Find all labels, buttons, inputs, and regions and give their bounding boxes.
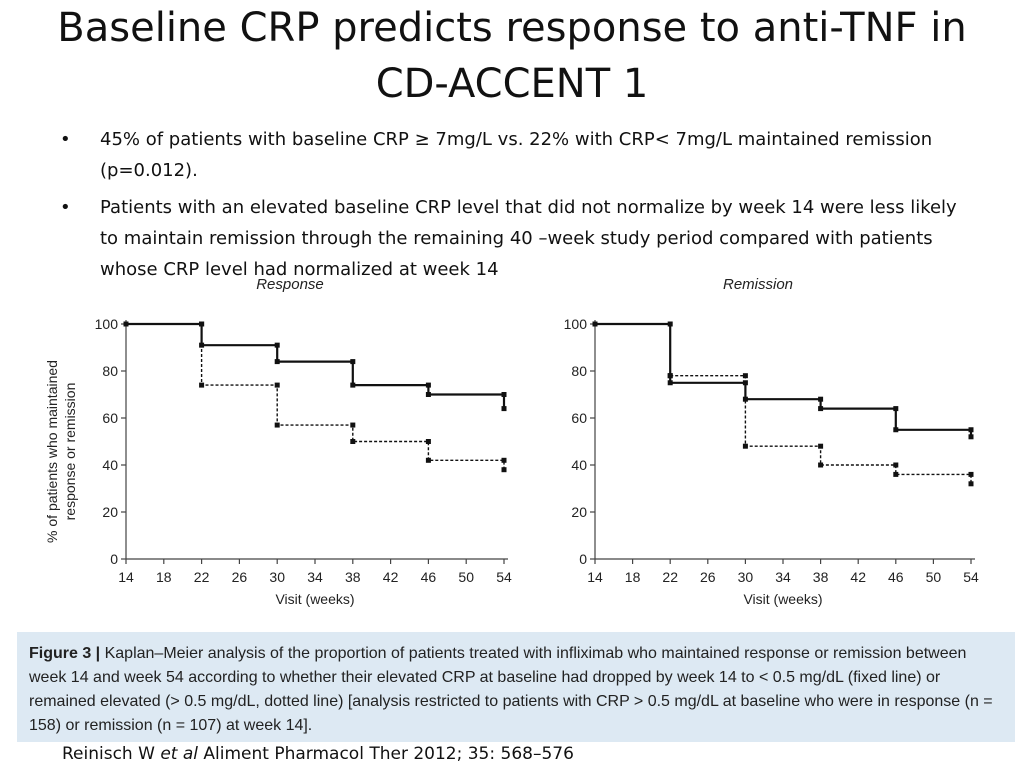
series-point-solid bbox=[968, 427, 974, 433]
y-tick-label: 60 bbox=[571, 410, 587, 426]
citation-author: Reinisch W bbox=[62, 744, 161, 764]
chart-title: Response bbox=[256, 276, 324, 293]
series-point-solid bbox=[968, 434, 974, 440]
x-tick-label: 14 bbox=[118, 569, 134, 585]
bullet-list: • 45% of patients with baseline CRP ≥ 7m… bbox=[60, 124, 960, 291]
y-tick-label: 40 bbox=[102, 457, 118, 473]
series-point-solid bbox=[501, 392, 507, 397]
x-tick-label: 30 bbox=[738, 569, 754, 585]
y-tick-label: 0 bbox=[110, 551, 118, 567]
series-point-dotted bbox=[199, 382, 205, 388]
figure-caption: Figure 3 | Kaplan–Meier analysis of the … bbox=[17, 632, 1015, 742]
series-point-solid bbox=[893, 427, 899, 433]
series-point-dotted bbox=[667, 373, 673, 379]
series-point-dotted bbox=[818, 443, 824, 449]
series-point-dotted bbox=[742, 373, 748, 379]
bullet-marker: • bbox=[60, 129, 71, 150]
citation: Reinisch W et al Aliment Pharmacol Ther … bbox=[62, 742, 574, 766]
x-tick-label: 50 bbox=[926, 569, 942, 585]
series-point-solid bbox=[742, 396, 748, 402]
y-tick-label: 80 bbox=[571, 363, 587, 379]
figure-label: Figure 3 | bbox=[29, 645, 101, 662]
series-point-solid bbox=[425, 392, 431, 397]
citation-journal: Aliment Pharmacol Ther 2012; 35: 568–576 bbox=[198, 744, 574, 764]
x-tick-label: 46 bbox=[421, 569, 437, 585]
y-tick-label: 100 bbox=[95, 316, 119, 332]
series-point-dotted bbox=[968, 471, 974, 477]
series-point-dotted bbox=[742, 443, 748, 449]
series-point-dotted bbox=[501, 457, 507, 463]
x-tick-label: 18 bbox=[625, 569, 641, 585]
series-point-solid bbox=[425, 382, 431, 388]
y-tick-label: 20 bbox=[102, 504, 118, 520]
y-axis-label: response or remission bbox=[62, 383, 78, 521]
x-axis-label: Visit (weeks) bbox=[743, 591, 822, 607]
slide-title: Baseline CRP predicts response to anti-T… bbox=[57, 5, 967, 107]
series-point-dotted bbox=[199, 321, 205, 327]
series-point-dotted bbox=[893, 462, 899, 468]
y-tick-label: 0 bbox=[579, 551, 587, 567]
series-point-solid bbox=[667, 321, 673, 327]
response-chart: Response 0 20 40 60 80 100 14 18 22 26 30 34 38 42 46 50… bbox=[44, 276, 512, 607]
series-point-solid bbox=[818, 406, 824, 412]
x-tick-label: 38 bbox=[345, 569, 361, 585]
series-point-solid bbox=[501, 406, 507, 412]
series-point-solid bbox=[123, 321, 129, 327]
bullet-text: Patients with an elevated baseline CRP l… bbox=[100, 197, 957, 280]
x-tick-label: 22 bbox=[194, 569, 210, 585]
x-axis-label: Visit (weeks) bbox=[275, 591, 354, 607]
series-point-dotted bbox=[818, 462, 824, 468]
remission-chart: Remission 0 20 40 60 80 100 14 18 22 26 30 34 38 42 46 5… bbox=[564, 276, 979, 607]
bullet-text: 45% of patients with baseline CRP ≥ 7mg/… bbox=[100, 129, 933, 181]
citation-etal: et al bbox=[160, 744, 198, 764]
x-tick-label: 34 bbox=[307, 569, 323, 585]
x-tick-label: 54 bbox=[496, 569, 512, 585]
y-tick-label: 20 bbox=[571, 504, 587, 520]
bullet-item: • 45% of patients with baseline CRP ≥ 7m… bbox=[60, 124, 960, 186]
bullet-marker: • bbox=[60, 197, 71, 218]
series-point-dotted bbox=[425, 439, 431, 444]
series-point-dotted bbox=[893, 471, 899, 477]
x-tick-label: 50 bbox=[458, 569, 474, 585]
series-point-solid bbox=[592, 321, 598, 327]
x-tick-label: 22 bbox=[662, 569, 678, 585]
y-tick-label: 100 bbox=[564, 316, 588, 332]
series-point-solid bbox=[893, 406, 899, 412]
x-tick-label: 26 bbox=[232, 569, 248, 585]
x-tick-label: 42 bbox=[383, 569, 399, 585]
series-point-dotted bbox=[274, 422, 280, 428]
x-tick-label: 18 bbox=[156, 569, 172, 585]
x-tick-label: 38 bbox=[813, 569, 829, 585]
series-point-solid bbox=[350, 382, 356, 388]
series-point-dotted bbox=[425, 457, 431, 463]
series-line-solid bbox=[595, 322, 973, 437]
x-tick-label: 14 bbox=[587, 569, 603, 585]
bullet-item: • Patients with an elevated baseline CRP… bbox=[60, 192, 960, 285]
series-point-solid bbox=[274, 342, 280, 348]
x-tick-label: 30 bbox=[269, 569, 285, 585]
x-tick-label: 34 bbox=[775, 569, 791, 585]
x-tick-label: 46 bbox=[888, 569, 904, 585]
caption-text: Kaplan–Meier analysis of the proportion … bbox=[29, 645, 993, 734]
series-point-dotted bbox=[274, 382, 280, 388]
y-tick-label: 60 bbox=[102, 410, 118, 426]
x-tick-label: 42 bbox=[850, 569, 866, 585]
series-point-dotted bbox=[350, 439, 356, 444]
series-line-dotted bbox=[200, 324, 505, 470]
series-point-solid bbox=[274, 359, 280, 365]
x-tick-label: 26 bbox=[700, 569, 716, 585]
y-tick-label: 80 bbox=[102, 363, 118, 379]
chart-title: Remission bbox=[723, 276, 793, 293]
series-point-solid bbox=[350, 359, 356, 365]
series-point-solid bbox=[818, 396, 824, 402]
x-tick-label: 54 bbox=[963, 569, 979, 585]
series-point-solid bbox=[667, 380, 673, 386]
series-point-dotted bbox=[350, 422, 356, 428]
series-line-solid bbox=[126, 322, 506, 409]
series-point-dotted bbox=[501, 467, 507, 473]
y-tick-label: 40 bbox=[571, 457, 587, 473]
y-axis-label: % of patients who maintained bbox=[44, 360, 60, 543]
series-point-dotted bbox=[968, 481, 974, 487]
